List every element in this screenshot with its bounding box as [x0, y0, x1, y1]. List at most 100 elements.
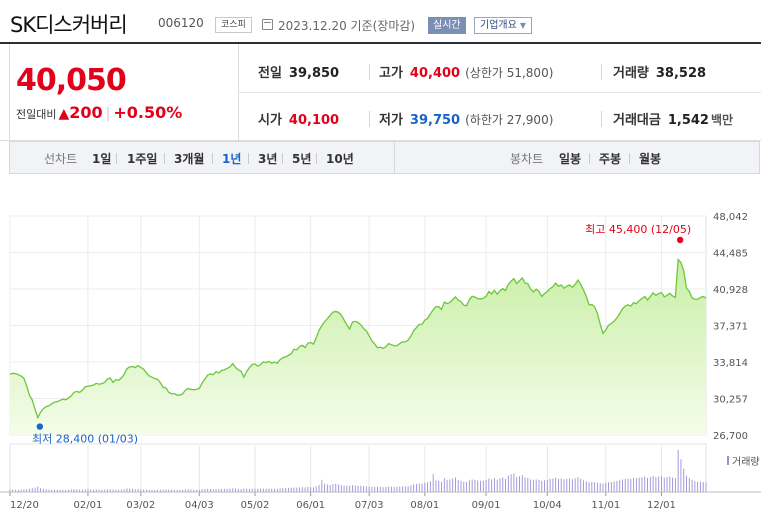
volume-bar	[452, 478, 454, 492]
volume-bar	[237, 488, 239, 492]
volume-bar	[382, 487, 384, 492]
volume-bar	[93, 489, 94, 492]
volume-bar	[51, 489, 53, 492]
volume-bar	[427, 482, 429, 492]
prev-close-label: 전일	[258, 66, 282, 81]
price-chart[interactable]: 48,042 44,485 40,928 37,371 33,814 30,257 26,7…	[0, 174, 761, 529]
tab-weekly-candle[interactable]: 주봉	[599, 152, 622, 166]
volume-bar	[583, 480, 584, 492]
tab-1d[interactable]: 1일	[92, 152, 112, 166]
volume-bar	[282, 488, 284, 492]
volume-bar	[112, 489, 114, 492]
change-label: 전일대비	[16, 108, 57, 121]
volume-bar	[635, 478, 637, 492]
volume-bar	[20, 489, 22, 492]
stats-row-divider	[239, 92, 761, 93]
stat-divider	[369, 64, 370, 80]
volume-bar	[577, 477, 579, 492]
volume-bar	[134, 489, 136, 492]
volume-bar	[218, 489, 220, 492]
volume-bar	[641, 477, 643, 492]
volume-bar	[544, 480, 545, 492]
volume-bar	[616, 481, 618, 492]
volume-bar	[223, 488, 225, 492]
x-tick-label: 05/02	[241, 500, 270, 511]
volume-bar	[585, 481, 587, 492]
volume-bar	[563, 479, 565, 492]
volume-bar	[232, 488, 234, 492]
volume-bar	[474, 479, 476, 492]
tab-10y[interactable]: 10년	[326, 152, 354, 166]
volume-bar	[410, 485, 412, 492]
volume-bar	[402, 486, 403, 492]
volume-bar	[176, 489, 178, 492]
volume-bar	[413, 484, 415, 492]
tab-monthly-candle[interactable]: 월봉	[639, 152, 662, 166]
volume-bar	[385, 486, 387, 492]
chart-period-tabs: 선차트 1일 1주일 3개월 1년 3년 5년 10년 봉차트 일봉 주봉 월봉	[9, 141, 760, 174]
volume-bar	[179, 490, 181, 492]
volume-label: 거래량	[613, 66, 649, 81]
volume-bar	[101, 489, 103, 492]
volume-bar	[647, 478, 648, 492]
volume-bar	[688, 478, 690, 492]
volume-bar	[354, 485, 356, 492]
volume-bar	[633, 478, 635, 492]
volume-bar	[120, 489, 122, 492]
volume-bar	[699, 481, 701, 492]
volume-bar	[491, 479, 493, 492]
volume-bar	[357, 485, 359, 492]
tab-5y[interactable]: 5년	[292, 152, 312, 166]
high-value: 40,400	[409, 66, 461, 81]
volume-bar	[627, 478, 629, 492]
y-tick-label: 48,042	[713, 212, 748, 223]
volume-bar	[310, 487, 312, 492]
volume-bar	[351, 485, 353, 492]
volume-bar	[346, 485, 348, 492]
volume-bar	[129, 488, 131, 492]
volume-bar	[23, 489, 25, 492]
volume-bar	[62, 489, 64, 492]
volume-bar	[530, 479, 532, 492]
stat-divider	[601, 111, 602, 127]
volume-bar	[580, 478, 582, 492]
tab-daily-candle[interactable]: 일봉	[559, 152, 582, 166]
low-value: 39,750	[409, 113, 461, 128]
volume-bar	[159, 489, 161, 492]
market-badge: 코스피	[215, 17, 252, 33]
volume-bar	[287, 487, 289, 492]
volume-bar	[566, 478, 568, 492]
lower-limit: (하한가 27,900)	[465, 113, 554, 127]
chevron-down-icon: ▼	[519, 21, 526, 30]
volume-frame	[9, 443, 707, 493]
tab-3y[interactable]: 3년	[258, 152, 278, 166]
x-tick-label: 02/01	[74, 500, 103, 511]
tab-3m[interactable]: 3개월	[174, 152, 205, 166]
volume-bar	[276, 488, 278, 492]
volume-bar	[416, 484, 417, 492]
volume-bar	[40, 488, 42, 492]
low-label: 저가	[379, 113, 403, 128]
realtime-button[interactable]: 실시간	[428, 17, 466, 34]
tab-1w[interactable]: 1주일	[127, 152, 158, 166]
volume-bar	[454, 477, 456, 492]
volume-bar	[340, 485, 342, 492]
tab-1y[interactable]: 1년	[222, 152, 242, 166]
volume-bar	[65, 489, 67, 492]
volume-bar	[435, 480, 437, 492]
company-name[interactable]: SK디스커버리	[10, 13, 128, 37]
volume-bar	[12, 489, 14, 492]
volume-bar	[457, 479, 459, 492]
volume-bar	[279, 488, 281, 492]
volume-bar	[594, 482, 596, 492]
volume-bar	[73, 489, 75, 492]
volume-bar	[248, 488, 250, 492]
amount-unit: 백만	[710, 113, 734, 127]
volume-bar	[48, 489, 50, 492]
volume-bar	[622, 479, 623, 492]
amount-label: 거래대금	[613, 113, 661, 128]
volume-bar	[137, 489, 139, 492]
volume-bar	[610, 481, 612, 492]
volume-bar	[535, 479, 537, 492]
company-overview-dropdown[interactable]: 기업개요 ▼	[474, 17, 532, 34]
